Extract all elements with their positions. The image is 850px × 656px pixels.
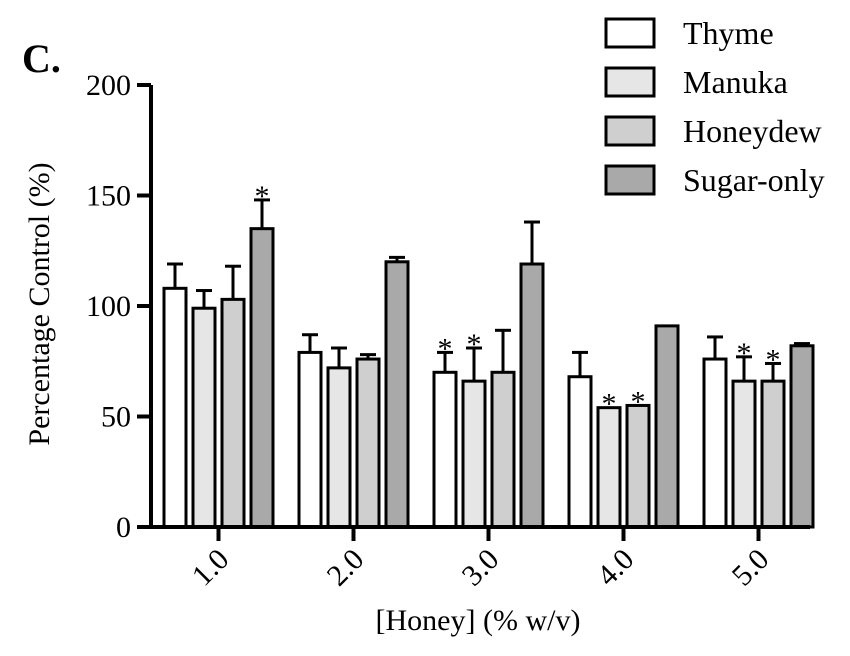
legend-swatch <box>604 115 656 147</box>
bar <box>789 344 815 529</box>
x-tick-label: 5.0 <box>726 543 776 593</box>
legend-swatch <box>604 66 656 98</box>
panel-label: C. <box>22 36 61 81</box>
bar <box>519 262 545 529</box>
bar <box>731 379 757 529</box>
y-axis-label: Percentage Control (%) <box>23 162 56 445</box>
significance-marker: * <box>631 385 646 418</box>
bar <box>490 370 516 529</box>
bar <box>384 260 410 529</box>
y-tick-label: 0 <box>116 511 131 544</box>
bar <box>625 403 651 529</box>
legend-label: Thyme <box>683 15 774 51</box>
y-tick-label: 100 <box>86 290 131 323</box>
bar <box>249 227 275 529</box>
x-tick-label: 3.0 <box>456 543 506 593</box>
y-ticks-group: 0 50 100 150 200 <box>86 69 151 544</box>
significance-marker: * <box>438 332 453 365</box>
bar <box>654 324 680 529</box>
bar <box>702 357 728 529</box>
bar <box>760 379 786 529</box>
bar <box>355 357 381 529</box>
bar <box>596 406 622 529</box>
y-tick-label: 150 <box>86 180 131 213</box>
y-tick-label: 200 <box>86 69 131 102</box>
x-tick-label: 2.0 <box>321 543 371 593</box>
legend-label: Sugar-only <box>683 162 825 198</box>
y-tick-label: 50 <box>101 401 131 434</box>
legend-label: Manuka <box>683 64 788 100</box>
legend-swatch <box>604 17 656 49</box>
bar <box>432 370 458 529</box>
bar <box>567 375 593 529</box>
legend-swatch <box>604 164 656 196</box>
bar <box>220 297 246 529</box>
significance-marker: * <box>255 180 270 213</box>
bar <box>326 366 352 529</box>
bars-group: * * * * * * * <box>162 180 815 529</box>
bar <box>191 306 217 529</box>
bar <box>461 379 487 529</box>
bar <box>162 286 188 529</box>
legend: Thyme Manuka Honeydew Sugar-only <box>604 15 825 198</box>
significance-marker: * <box>766 343 781 376</box>
significance-marker: * <box>602 388 617 421</box>
x-tick-label: 4.0 <box>591 543 641 593</box>
x-axis-label: [Honey] (% w/v) <box>376 604 581 637</box>
x-tick-label: 1.0 <box>186 543 236 593</box>
significance-marker: * <box>467 328 482 361</box>
legend-label: Honeydew <box>683 113 822 149</box>
significance-marker: * <box>737 337 752 370</box>
bar <box>297 350 323 529</box>
x-ticks-group: 1.0 2.0 3.0 4.0 5.0 <box>186 527 776 593</box>
